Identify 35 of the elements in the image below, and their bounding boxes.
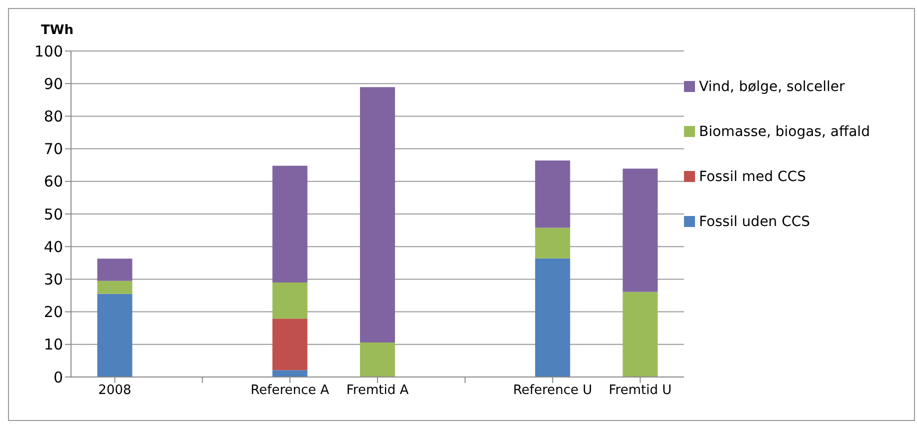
y-tick-label: 100 bbox=[34, 42, 63, 60]
bar bbox=[97, 280, 132, 294]
bar bbox=[272, 370, 308, 377]
x-tick-label: 2008 bbox=[98, 383, 132, 398]
bar bbox=[272, 166, 308, 282]
bar bbox=[535, 258, 570, 377]
x-tick-label: Fremtid U bbox=[608, 383, 672, 398]
y-tick-label: 60 bbox=[44, 172, 63, 191]
y-tick-label: 90 bbox=[44, 74, 63, 93]
bar bbox=[272, 318, 308, 370]
y-tick-label: 30 bbox=[44, 270, 63, 289]
y-tick-label: 10 bbox=[44, 336, 63, 354]
bar bbox=[622, 292, 658, 377]
x-tick-label: Reference A bbox=[250, 383, 330, 398]
legend-label: Biomasse, biogas, affald bbox=[699, 124, 870, 140]
y-tick-label: 50 bbox=[44, 205, 63, 224]
bar bbox=[535, 228, 570, 258]
x-tick-label: Fremtid A bbox=[346, 383, 409, 398]
bar bbox=[360, 342, 395, 377]
y-axis-title: TWh bbox=[41, 23, 74, 38]
bar bbox=[360, 87, 395, 342]
bar bbox=[97, 258, 132, 281]
y-tick-label: 70 bbox=[44, 140, 63, 158]
legend-label: Fossil uden CCS bbox=[699, 214, 810, 230]
bar bbox=[535, 160, 570, 228]
bar bbox=[272, 282, 308, 319]
y-tick-label: 80 bbox=[44, 108, 63, 126]
y-tick-label: 0 bbox=[53, 368, 63, 386]
legend-label: Vind, bølge, solceller bbox=[699, 78, 845, 94]
bar bbox=[97, 294, 132, 377]
y-tick-label: 20 bbox=[44, 303, 63, 322]
x-tick-label: Reference U bbox=[513, 383, 592, 398]
bar bbox=[622, 168, 658, 292]
y-tick-label: 40 bbox=[44, 238, 63, 256]
legend-label: Fossil med CCS bbox=[699, 168, 806, 184]
